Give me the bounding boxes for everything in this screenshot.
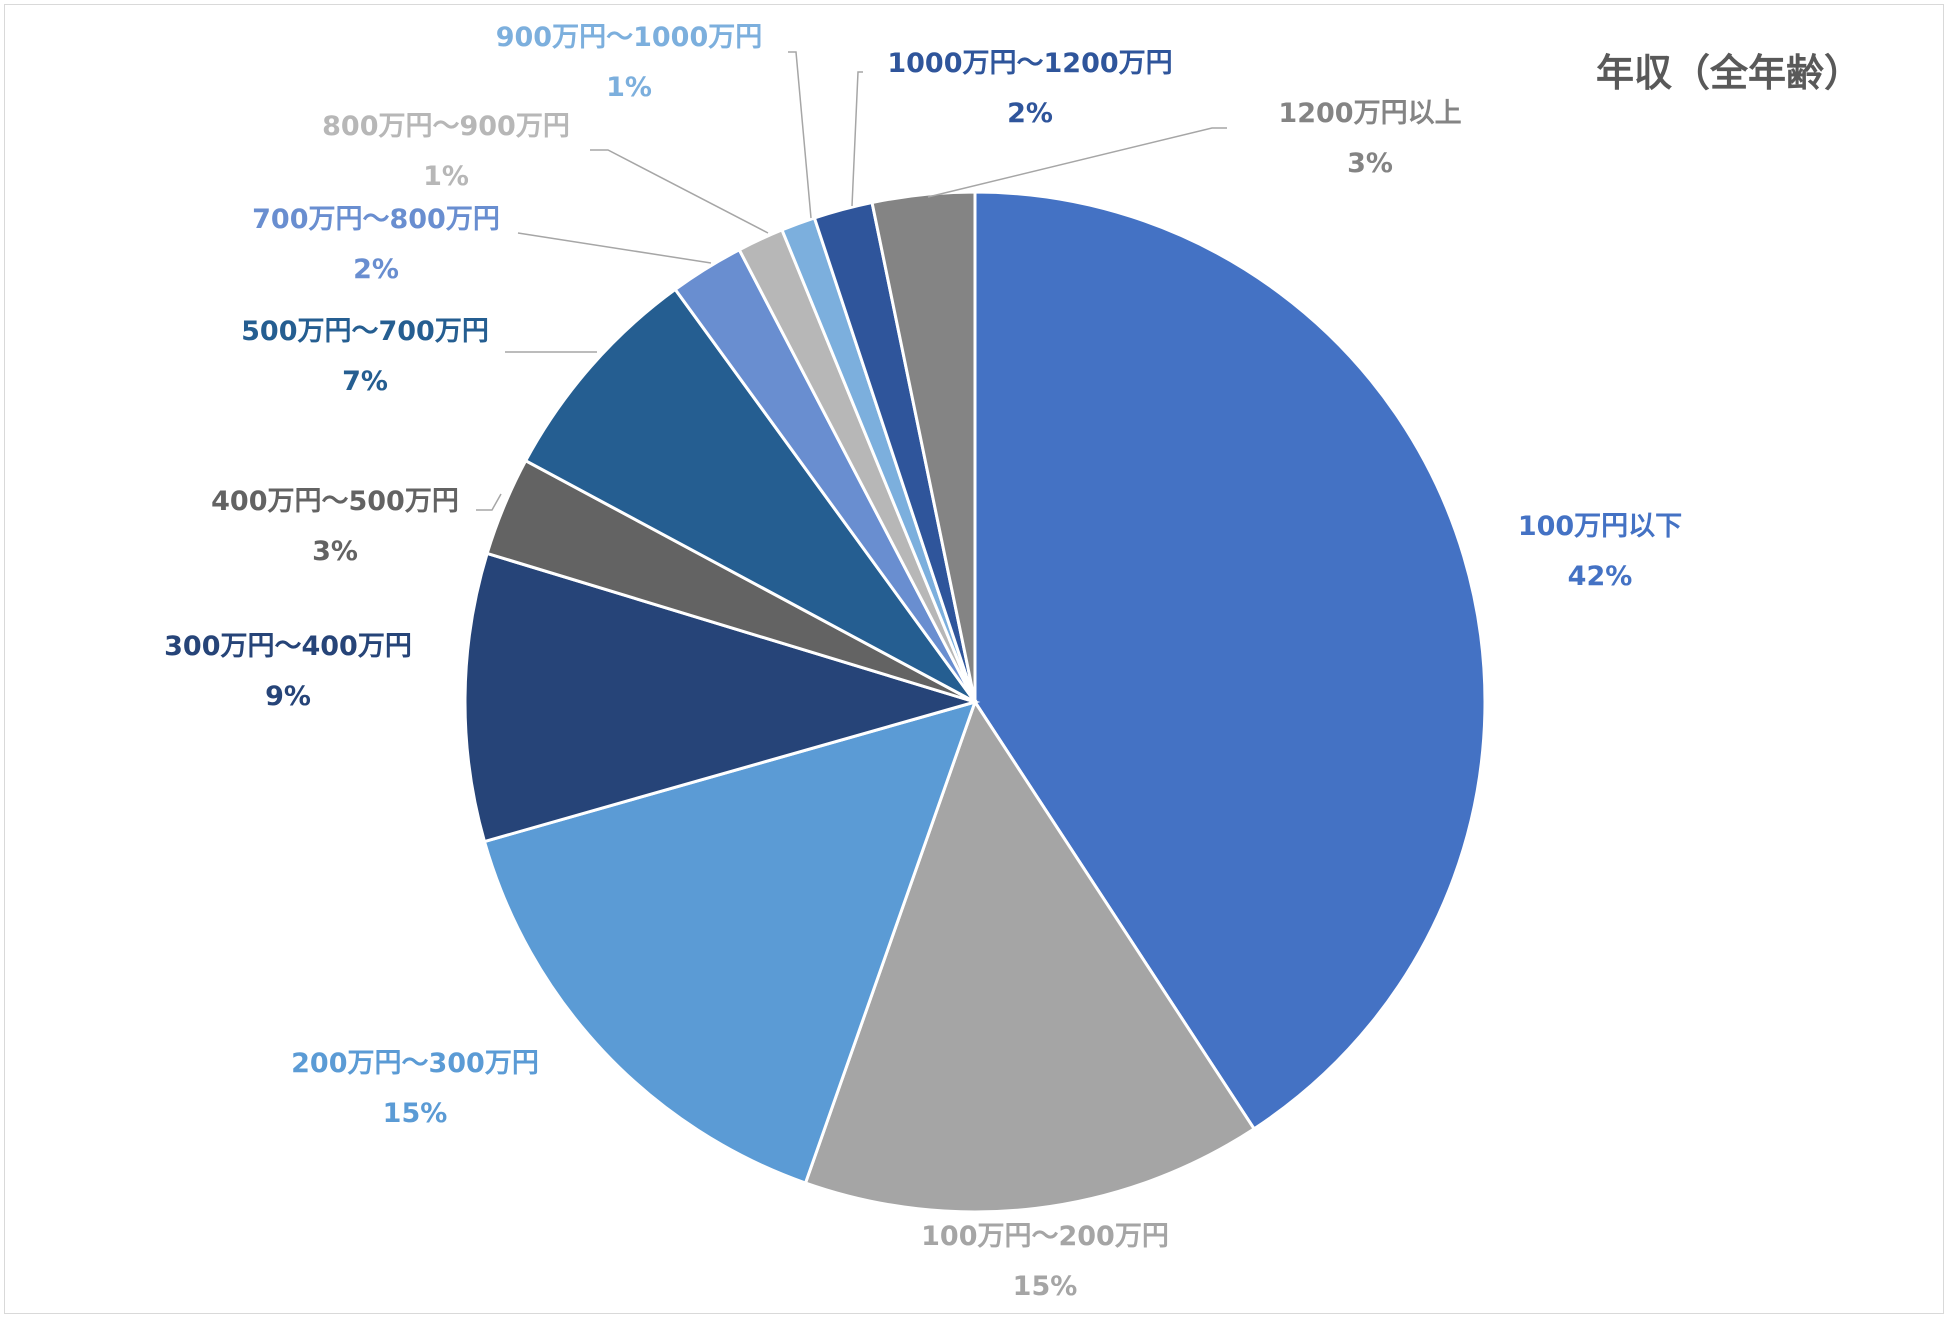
leader-line (851, 71, 863, 207)
chart-frame (4, 4, 1944, 1314)
leader-line (517, 232, 712, 264)
leader-line (590, 149, 769, 234)
pie-slice (482, 699, 978, 1185)
leader-line (927, 127, 1227, 198)
slice-label: 1200万円以上 (1278, 98, 1461, 129)
slice-percent-label: 2% (353, 254, 399, 285)
slice-label: 1000万円～1200万円 (887, 48, 1172, 79)
pie-slice (463, 551, 981, 844)
pie-slice (523, 287, 977, 704)
slice-percent-label: 9% (265, 681, 311, 712)
slice-label: 700万円～800万円 (252, 204, 500, 235)
slice-percent-label: 1% (423, 161, 469, 192)
slice-percent-label: 2% (1007, 98, 1053, 129)
slice-label: 500万円～700万円 (241, 316, 489, 347)
slice-percent-label: 1% (606, 72, 652, 103)
slice-label: 100万円～200万円 (921, 1221, 1169, 1252)
slice-percent-label: 15% (383, 1098, 448, 1129)
pie-slice (803, 698, 1257, 1214)
slice-percent-label: 3% (312, 536, 358, 567)
leader-line (788, 51, 812, 219)
slice-label: 400万円～500万円 (211, 486, 459, 517)
pie-slice (870, 190, 977, 703)
slice-label: 900万円～1000万円 (496, 22, 763, 53)
leader-line (476, 493, 502, 511)
slice-label: 200万円～300万円 (291, 1048, 539, 1079)
slice-label: 100万円以下 (1518, 511, 1682, 542)
slice-percent-label: 7% (342, 366, 388, 397)
slice-percent-label: 15% (1013, 1271, 1078, 1302)
slice-label: 800万円～900万円 (322, 111, 570, 142)
slice-percent-label: 42% (1568, 561, 1633, 592)
slice-percent-label: 3% (1347, 148, 1393, 179)
chart-title: 年収（全年齢） (1595, 51, 1862, 95)
slice-label: 300万円～400万円 (164, 631, 412, 662)
